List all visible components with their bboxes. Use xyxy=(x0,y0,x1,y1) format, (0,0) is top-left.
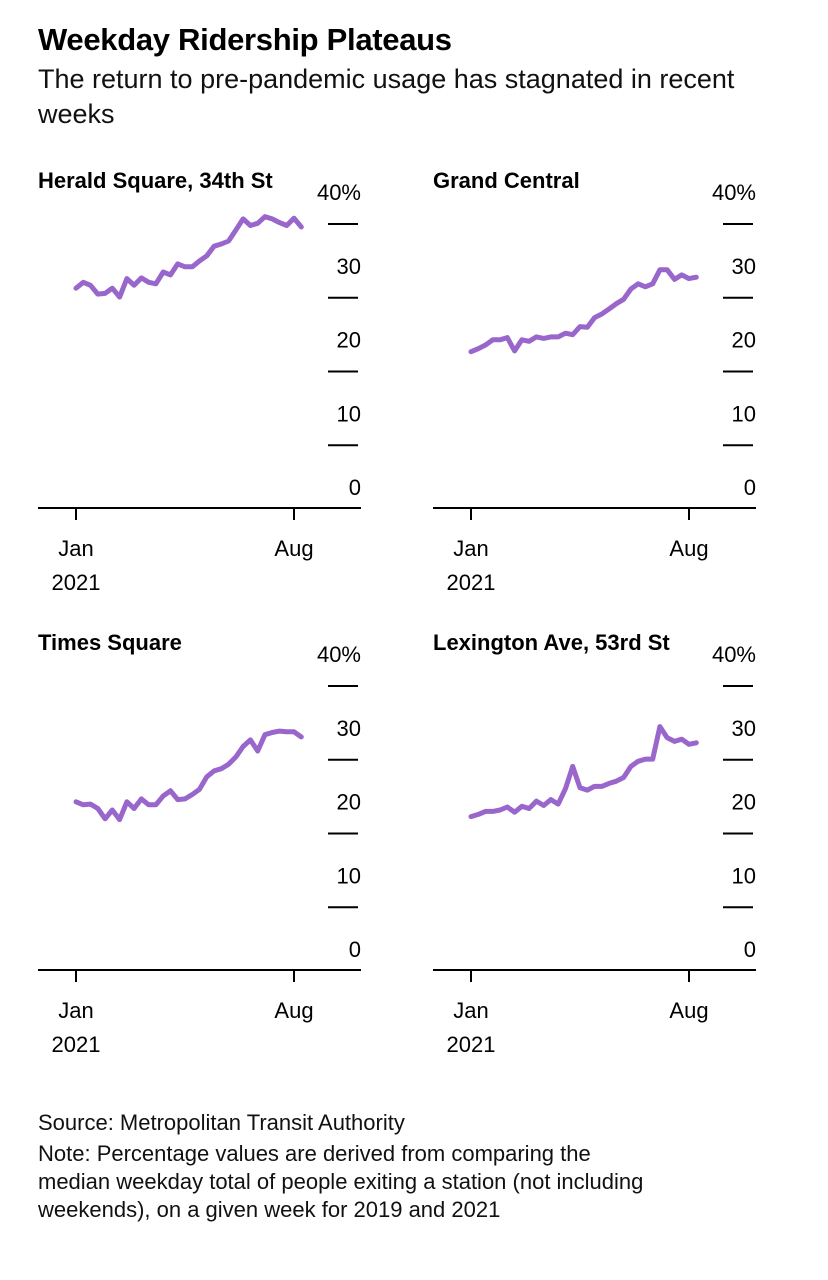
x-tick-sublabel: 2021 xyxy=(447,1032,496,1057)
y-tick-label: 0 xyxy=(744,937,756,962)
y-tick-label: 40% xyxy=(712,180,756,205)
series-line xyxy=(468,724,699,820)
x-tick-label: Aug xyxy=(669,998,708,1023)
y-tick-label: 40% xyxy=(317,642,361,667)
x-tick-sublabel: 2021 xyxy=(447,570,496,595)
line-chart: 40% 30 20 10 0 Jan 2021 Aug xyxy=(433,642,756,1057)
series-line xyxy=(73,214,304,300)
series-line xyxy=(73,728,304,823)
note-text: Note: Percentage values are derived from… xyxy=(38,1141,644,1222)
x-tick-label: Aug xyxy=(274,998,313,1023)
y-tick-label: 0 xyxy=(349,937,361,962)
chart-subtitle: The return to pre-pandemic usage has sta… xyxy=(38,64,735,129)
y-tick-label: 20 xyxy=(732,328,756,353)
panel-grand-central: Grand Central 40% 30 20 10 0 Jan 2021 Aug xyxy=(433,168,828,608)
x-tick-sublabel: 2021 xyxy=(52,570,101,595)
y-tick-label: 40% xyxy=(712,642,756,667)
panel-title: Times Square xyxy=(38,630,182,655)
source-text: Source: Metropolitan Transit Authority xyxy=(38,1110,405,1135)
panel-herald-square: Herald Square, 34th St 40% 30 20 10 0 Jan 2021… xyxy=(38,168,438,608)
y-tick-label: 30 xyxy=(732,254,756,279)
y-tick-label: 40% xyxy=(317,180,361,205)
panel-title: Grand Central xyxy=(433,168,580,193)
y-tick-label: 0 xyxy=(744,475,756,500)
panel-lexington-ave: Lexington Ave, 53rd St 40% 30 20 10 0 Jan 2021… xyxy=(433,630,828,1070)
y-tick-label: 20 xyxy=(337,328,361,353)
y-tick-label: 30 xyxy=(732,716,756,741)
series-line xyxy=(468,267,699,355)
line-chart: 40% 30 20 10 0 Jan 2021 Aug xyxy=(38,642,361,1057)
x-tick-label: Aug xyxy=(669,536,708,561)
y-tick-label: 10 xyxy=(732,863,756,888)
panel-title: Herald Square, 34th St xyxy=(38,168,273,193)
y-tick-label: 30 xyxy=(337,716,361,741)
y-tick-label: 20 xyxy=(337,790,361,815)
y-tick-label: 10 xyxy=(337,863,361,888)
panel-times-square: Times Square 40% 30 20 10 0 Jan 2021 Aug xyxy=(38,630,438,1070)
y-tick-label: 10 xyxy=(337,401,361,426)
y-tick-label: 30 xyxy=(337,254,361,279)
y-tick-label: 10 xyxy=(732,401,756,426)
x-tick-label: Jan xyxy=(453,536,488,561)
x-tick-label: Jan xyxy=(58,998,93,1023)
x-tick-label: Jan xyxy=(453,998,488,1023)
line-chart: 40% 30 20 10 0 Jan 2021 Aug xyxy=(38,180,361,595)
y-tick-label: 20 xyxy=(732,790,756,815)
panel-title: Lexington Ave, 53rd St xyxy=(433,630,670,655)
x-tick-label: Jan xyxy=(58,536,93,561)
chart-title: Weekday Ridership Plateaus xyxy=(38,22,452,57)
line-chart: 40% 30 20 10 0 Jan 2021 Aug xyxy=(433,180,756,595)
x-tick-sublabel: 2021 xyxy=(52,1032,101,1057)
x-tick-label: Aug xyxy=(274,536,313,561)
y-tick-label: 0 xyxy=(349,475,361,500)
